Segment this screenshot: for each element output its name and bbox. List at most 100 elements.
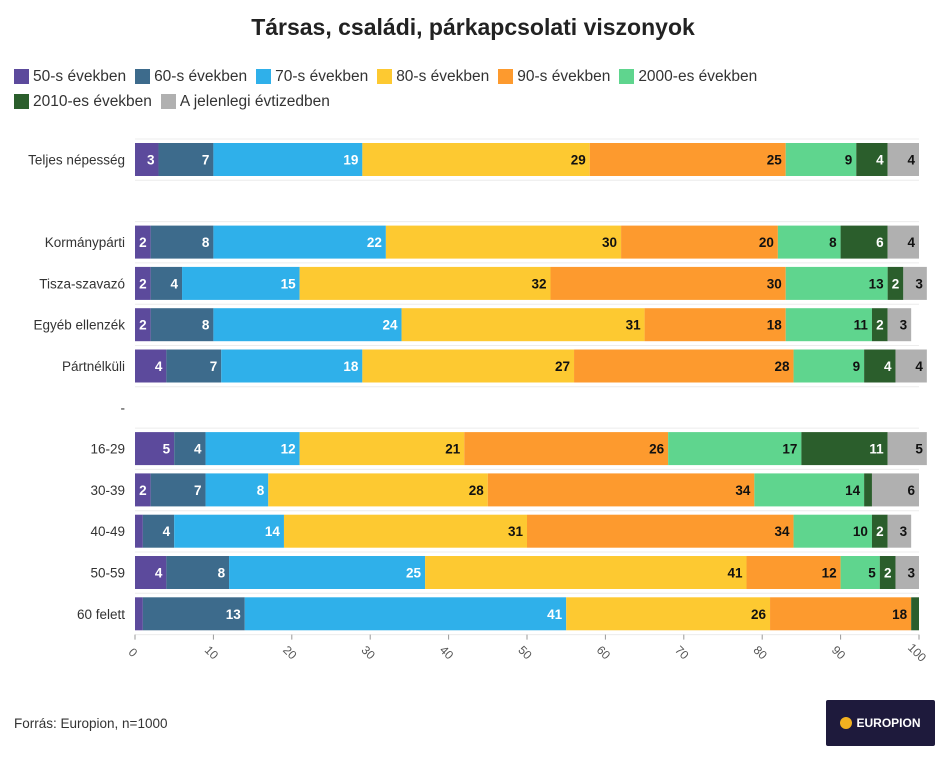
data-label: 2 [139, 483, 147, 498]
bar-segment [150, 308, 214, 342]
data-label: 14 [265, 524, 281, 539]
bar-segment [229, 556, 426, 589]
bar-segment [213, 225, 386, 259]
category-label: Tisza-szavazó [39, 276, 125, 291]
legend-item: 90-s években [498, 68, 610, 86]
bar-segment [566, 597, 771, 631]
data-label: 28 [469, 483, 485, 498]
data-label: 8 [257, 483, 265, 498]
bar-segment [221, 349, 363, 383]
data-label: 4 [876, 153, 884, 168]
legend-row: 2010-es években A jelenlegi évtizedben [14, 89, 914, 114]
bar-segment [871, 473, 919, 507]
bar-segment [135, 225, 151, 259]
data-label: 27 [555, 359, 570, 374]
bar-segment [785, 266, 888, 300]
bar-segment [785, 143, 857, 176]
bar-segment [911, 597, 919, 631]
category-label: 40-49 [90, 524, 125, 539]
data-label: 5 [868, 566, 876, 581]
data-label: 4 [907, 153, 915, 168]
bar-segment [887, 225, 919, 259]
data-label: 29 [571, 153, 586, 168]
data-label: 9 [853, 359, 861, 374]
bar-segment [887, 143, 919, 176]
data-label: 3 [900, 524, 908, 539]
legend-swatch [135, 69, 151, 84]
bar-segment [213, 143, 363, 176]
data-label: 2 [139, 318, 147, 333]
bar-segment [574, 349, 794, 383]
data-label: 18 [343, 359, 359, 374]
bar-segment [135, 349, 167, 383]
x-tick-label: 60 [594, 643, 614, 663]
category-label: Kormánypárti [45, 235, 125, 250]
bar-segment [268, 473, 488, 507]
bar-segment [135, 143, 159, 176]
europion-logo: EUROPION [826, 700, 935, 746]
category-label: Teljes népesség [28, 153, 125, 168]
data-label: 41 [727, 566, 743, 581]
data-label: 2 [892, 276, 900, 291]
data-label: 19 [343, 153, 358, 168]
bar-segment [362, 143, 590, 176]
category-label: - [121, 400, 126, 415]
legend-label: 2000-es években [638, 67, 758, 85]
x-tick-label: 80 [751, 643, 771, 663]
data-label: 3 [907, 566, 915, 581]
x-tick-label: 30 [359, 643, 379, 663]
legend-item: 2000-es években [619, 68, 757, 86]
legend-item: 80-s években [377, 68, 489, 86]
data-label: 2 [876, 524, 884, 539]
legend-label: 60-s években [154, 67, 248, 85]
data-label: 11 [869, 442, 884, 457]
bar-segment [864, 349, 896, 383]
bar-segment [166, 556, 230, 589]
legend: 50-s években 60-s években 70-s években 80-s… [14, 64, 914, 114]
bar-segment [879, 556, 896, 589]
bar-segment [174, 432, 206, 466]
bar-segment [425, 556, 747, 589]
category-label: 16-29 [90, 442, 125, 457]
data-label: 15 [281, 276, 297, 291]
legend-label: A jelenlegi évtizedben [179, 92, 330, 110]
data-label: 31 [508, 524, 524, 539]
data-label: 32 [531, 276, 546, 291]
bar-segment [895, 349, 927, 383]
x-tick-label: 90 [829, 643, 849, 663]
data-label: 4 [915, 359, 923, 374]
bar-segment [135, 308, 151, 342]
bar-segment [840, 556, 880, 589]
bar-segment [887, 266, 904, 300]
data-label: 34 [735, 483, 751, 498]
bar-segment [135, 266, 151, 300]
legend-swatch [14, 69, 29, 84]
data-label: 3 [915, 276, 923, 291]
data-label: 17 [782, 442, 797, 457]
data-label: 25 [767, 153, 783, 168]
data-label: 9 [845, 153, 853, 168]
legend-item: 2010-es években [14, 93, 152, 111]
bar-segment [550, 266, 786, 300]
logo-icon [840, 717, 853, 729]
bar-segment [903, 266, 927, 300]
x-tick-label: 70 [672, 643, 692, 663]
bar-segment [527, 514, 794, 548]
data-label: 20 [759, 235, 774, 250]
bar-segment [142, 597, 245, 631]
category-label: 30-39 [90, 483, 125, 498]
bar-segment [754, 473, 865, 507]
data-label: 26 [751, 607, 767, 622]
data-label: 4 [163, 524, 171, 539]
bar-segment [644, 308, 786, 342]
bar-segment [887, 432, 927, 466]
legend-item: A jelenlegi évtizedben [160, 92, 330, 111]
bar-segment [174, 514, 284, 548]
category-label: 60 felett [77, 607, 125, 622]
data-label: 3 [147, 153, 155, 168]
data-label: 7 [194, 483, 202, 498]
legend-swatch [619, 69, 635, 84]
bar-segment [487, 473, 755, 507]
bar-segment [182, 266, 300, 300]
bar-segment [135, 432, 175, 466]
